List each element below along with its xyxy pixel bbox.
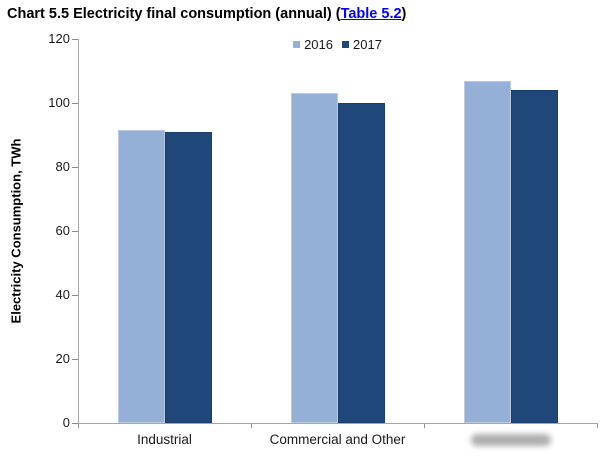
bar-2017-1 bbox=[164, 131, 212, 423]
bar-2017-3 bbox=[510, 90, 558, 423]
y-tick bbox=[72, 39, 78, 40]
y-tick-label: 60 bbox=[55, 223, 70, 238]
chart-title: Chart 5.5 Electricity final consumption … bbox=[7, 6, 406, 22]
chart-title-text: Chart 5.5 Electricity final consumption … bbox=[7, 6, 341, 22]
bar-2016-1 bbox=[117, 130, 165, 423]
y-tick-label: 20 bbox=[55, 351, 70, 366]
table-5-2-link[interactable]: Table 5.2 bbox=[340, 6, 402, 22]
y-tick-label: 80 bbox=[55, 159, 70, 174]
y-axis-title: Electricity Consumption, TWh bbox=[8, 138, 24, 324]
y-tick bbox=[72, 359, 78, 360]
bar-2016-3 bbox=[463, 80, 511, 423]
bar-2016-2 bbox=[290, 93, 338, 423]
category-label-2: Commercial and Other bbox=[269, 432, 406, 447]
y-tick-label: 0 bbox=[62, 415, 70, 430]
y-tick-label: 120 bbox=[48, 31, 70, 46]
category-label-redacted bbox=[470, 434, 551, 446]
chart-title-suffix: ) bbox=[401, 6, 407, 22]
y-tick-label: 40 bbox=[55, 287, 70, 302]
x-boundary-tick bbox=[424, 424, 425, 428]
legend-swatch-2016 bbox=[293, 41, 301, 48]
legend: 2016 2017 bbox=[78, 37, 597, 52]
y-axis-line bbox=[78, 39, 79, 424]
legend-label-2016: 2016 bbox=[304, 37, 333, 52]
x-boundary-tick bbox=[78, 424, 79, 428]
x-axis-line bbox=[78, 423, 598, 424]
y-tick bbox=[72, 103, 78, 104]
legend-item-2017: 2017 bbox=[342, 37, 382, 52]
y-tick bbox=[72, 423, 78, 424]
x-boundary-tick bbox=[251, 424, 252, 428]
y-tick bbox=[72, 231, 78, 232]
category-label-1: Industrial bbox=[137, 432, 192, 447]
legend-swatch-2017 bbox=[342, 41, 349, 48]
y-tick bbox=[72, 295, 78, 296]
y-tick bbox=[72, 167, 78, 168]
y-tick-label: 100 bbox=[48, 95, 70, 110]
bar-2017-2 bbox=[337, 103, 385, 423]
legend-item-2016: 2016 bbox=[293, 37, 333, 52]
legend-label-2017: 2017 bbox=[353, 37, 382, 52]
x-boundary-tick bbox=[597, 424, 598, 428]
